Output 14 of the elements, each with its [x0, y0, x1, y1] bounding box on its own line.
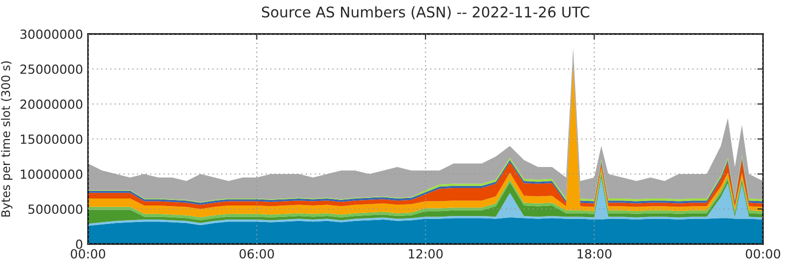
chart-title: Source AS Numbers (ASN) -- 2022-11-26 UTC: [262, 6, 590, 20]
y-tick-label: 5000000: [28, 204, 82, 214]
y-tick-label: 20000000: [20, 99, 82, 109]
x-tick-label: 12:00: [408, 249, 443, 259]
y-tick-label: 0: [76, 239, 82, 249]
y-tick-label: 25000000: [20, 64, 82, 74]
x-tick-label: 06:00: [240, 249, 274, 259]
y-tick-label: 10000000: [20, 169, 82, 179]
x-tick-label: 00:00: [70, 249, 106, 259]
y-axis-title: Bytes per time slot (300 s): [0, 61, 12, 217]
x-tick-label: 18:00: [578, 249, 612, 259]
y-tick-label: 30000000: [20, 29, 82, 39]
y-tick-label: 15000000: [20, 134, 82, 144]
x-tick-label: 00:00: [746, 249, 780, 259]
